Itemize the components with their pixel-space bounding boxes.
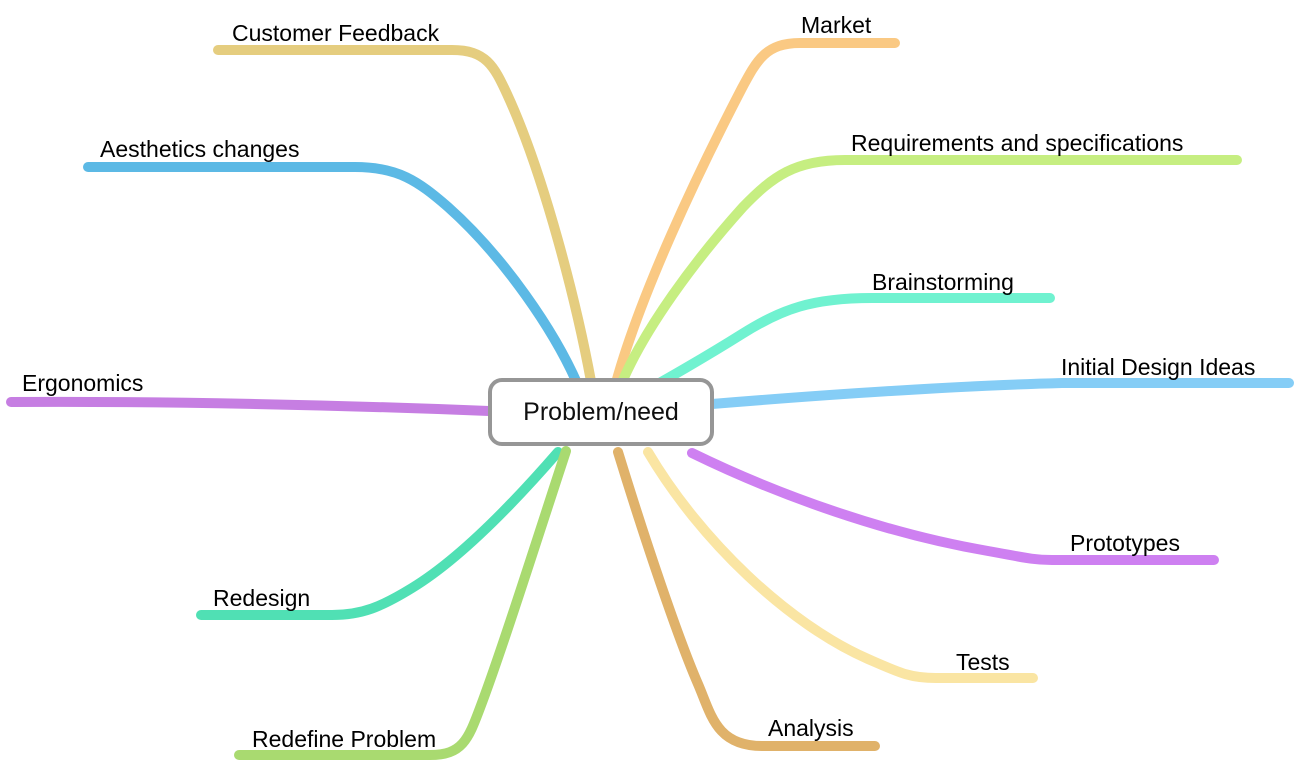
branch-curve-aesthetics-changes — [83, 162, 585, 395]
branch-curve-ergonomics — [6, 396, 494, 416]
branch-label-redesign[interactable]: Redesign — [213, 585, 311, 611]
branch-curve-redefine-problem — [234, 446, 571, 760]
branch-curve-redesign — [196, 447, 563, 620]
center-node[interactable]: Problem/need — [488, 378, 714, 446]
branch-label-brainstorming[interactable]: Brainstorming — [872, 269, 1014, 295]
branch-label-initial-design-ideas[interactable]: Initial Design Ideas — [1061, 354, 1256, 380]
branch-label-analysis[interactable]: Analysis — [768, 715, 854, 741]
branch-curve-initial-design-ideas — [707, 378, 1294, 409]
branch-label-aesthetics-changes[interactable]: Aesthetics changes — [100, 136, 300, 162]
branch-curve-requirements-specifications — [613, 155, 1242, 397]
branch-label-customer-feedback[interactable]: Customer Feedback — [232, 20, 440, 46]
branch-label-market[interactable]: Market — [801, 12, 872, 38]
branch-curve-prototypes — [687, 448, 1219, 565]
branch-curve-analysis — [613, 447, 880, 751]
branch-label-ergonomics[interactable]: Ergonomics — [22, 370, 144, 396]
branch-curve-tests — [643, 447, 1038, 683]
branch-label-tests[interactable]: Tests — [956, 649, 1010, 675]
branch-label-redefine-problem[interactable]: Redefine Problem — [252, 726, 437, 752]
branch-label-requirements-specifications[interactable]: Requirements and specifications — [851, 130, 1184, 156]
branch-curve-market — [607, 38, 900, 403]
branch-label-prototypes[interactable]: Prototypes — [1070, 530, 1180, 556]
branch-curve-customer-feedback — [213, 45, 599, 403]
center-node-label: Problem/need — [523, 397, 679, 426]
